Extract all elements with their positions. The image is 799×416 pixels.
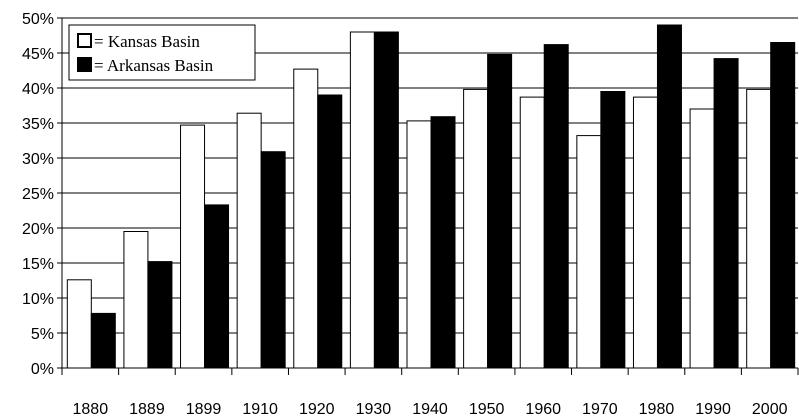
bar-arkansas-1980 — [656, 24, 682, 369]
bar-kansas-1910 — [236, 112, 262, 369]
bar-kansas-1940 — [406, 120, 432, 369]
x-tick-label: 1889 — [129, 401, 165, 416]
x-tick-label: 1899 — [186, 401, 222, 416]
x-tick-label: 1970 — [582, 401, 618, 416]
bar-arkansas-1910 — [260, 151, 286, 369]
bar-kansas-1899 — [180, 124, 206, 369]
y-tick-label: 35% — [22, 116, 54, 133]
bar-arkansas-1990 — [713, 58, 739, 369]
bar-arkansas-1970 — [600, 91, 626, 369]
bar-kansas-1970 — [576, 135, 602, 369]
y-tick-label: 40% — [22, 81, 54, 98]
bar-arkansas-1930 — [373, 31, 399, 369]
x-tick-label: 1960 — [525, 401, 561, 416]
legend-box — [68, 24, 256, 81]
y-tick-label: 25% — [22, 186, 54, 203]
x-tick-label: 1940 — [412, 401, 448, 416]
x-tick-label: 1910 — [242, 401, 278, 416]
bar-kansas-1920 — [293, 68, 319, 369]
bar-kansas-1930 — [349, 31, 375, 369]
bar-kansas-2000 — [746, 88, 772, 369]
bar-arkansas-1950 — [487, 53, 513, 369]
bar-arkansas-1880 — [90, 312, 116, 369]
bar-kansas-1889 — [123, 231, 149, 369]
bar-arkansas-1889 — [147, 261, 173, 369]
bar-arkansas-1899 — [204, 204, 230, 369]
x-tick-label: 1950 — [469, 401, 505, 416]
bars — [66, 24, 796, 369]
y-tick-label: 50% — [22, 11, 54, 28]
y-tick-labels: 0% 5% 10% 15% 20% 25% 30% 35% 40% 45% 50% — [22, 11, 54, 378]
legend-swatch-arkansas — [77, 57, 92, 72]
x-tick-labels: 1880 1889 1899 1910 1920 1930 1940 1950 1960 1970… — [73, 401, 788, 416]
x-tick-label: 1880 — [73, 401, 109, 416]
bar-kansas-1950 — [463, 88, 489, 369]
x-tick-label: 1990 — [695, 401, 731, 416]
legend-swatch-kansas — [77, 33, 92, 48]
bar-kansas-1990 — [689, 108, 715, 369]
bar-arkansas-1940 — [430, 116, 456, 369]
y-tick-label: 0% — [31, 361, 54, 378]
bar-arkansas-2000 — [770, 42, 796, 369]
bar-arkansas-1960 — [543, 44, 569, 369]
y-tick-label: 5% — [31, 326, 54, 343]
x-tick-label: 1920 — [299, 401, 335, 416]
y-tick-label: 30% — [22, 151, 54, 168]
axes — [57, 17, 799, 375]
y-tick-label: 45% — [22, 46, 54, 63]
y-tick-label: 20% — [22, 221, 54, 238]
bar-arkansas-1920 — [317, 94, 343, 369]
bar-kansas-1980 — [632, 96, 658, 369]
bar-kansas-1880 — [66, 279, 92, 369]
legend: = Kansas Basin = Arkansas Basin — [68, 24, 256, 81]
legend-label-kansas: = Kansas Basin — [94, 32, 200, 51]
x-tick-label: 2000 — [752, 401, 788, 416]
legend-label-arkansas: = Arkansas Basin — [94, 56, 214, 75]
x-tick-label: 1930 — [356, 401, 392, 416]
bar-kansas-1960 — [519, 96, 545, 369]
y-tick-label: 10% — [22, 291, 54, 308]
x-tick-label: 1980 — [639, 401, 675, 416]
y-tick-label: 15% — [22, 256, 54, 273]
